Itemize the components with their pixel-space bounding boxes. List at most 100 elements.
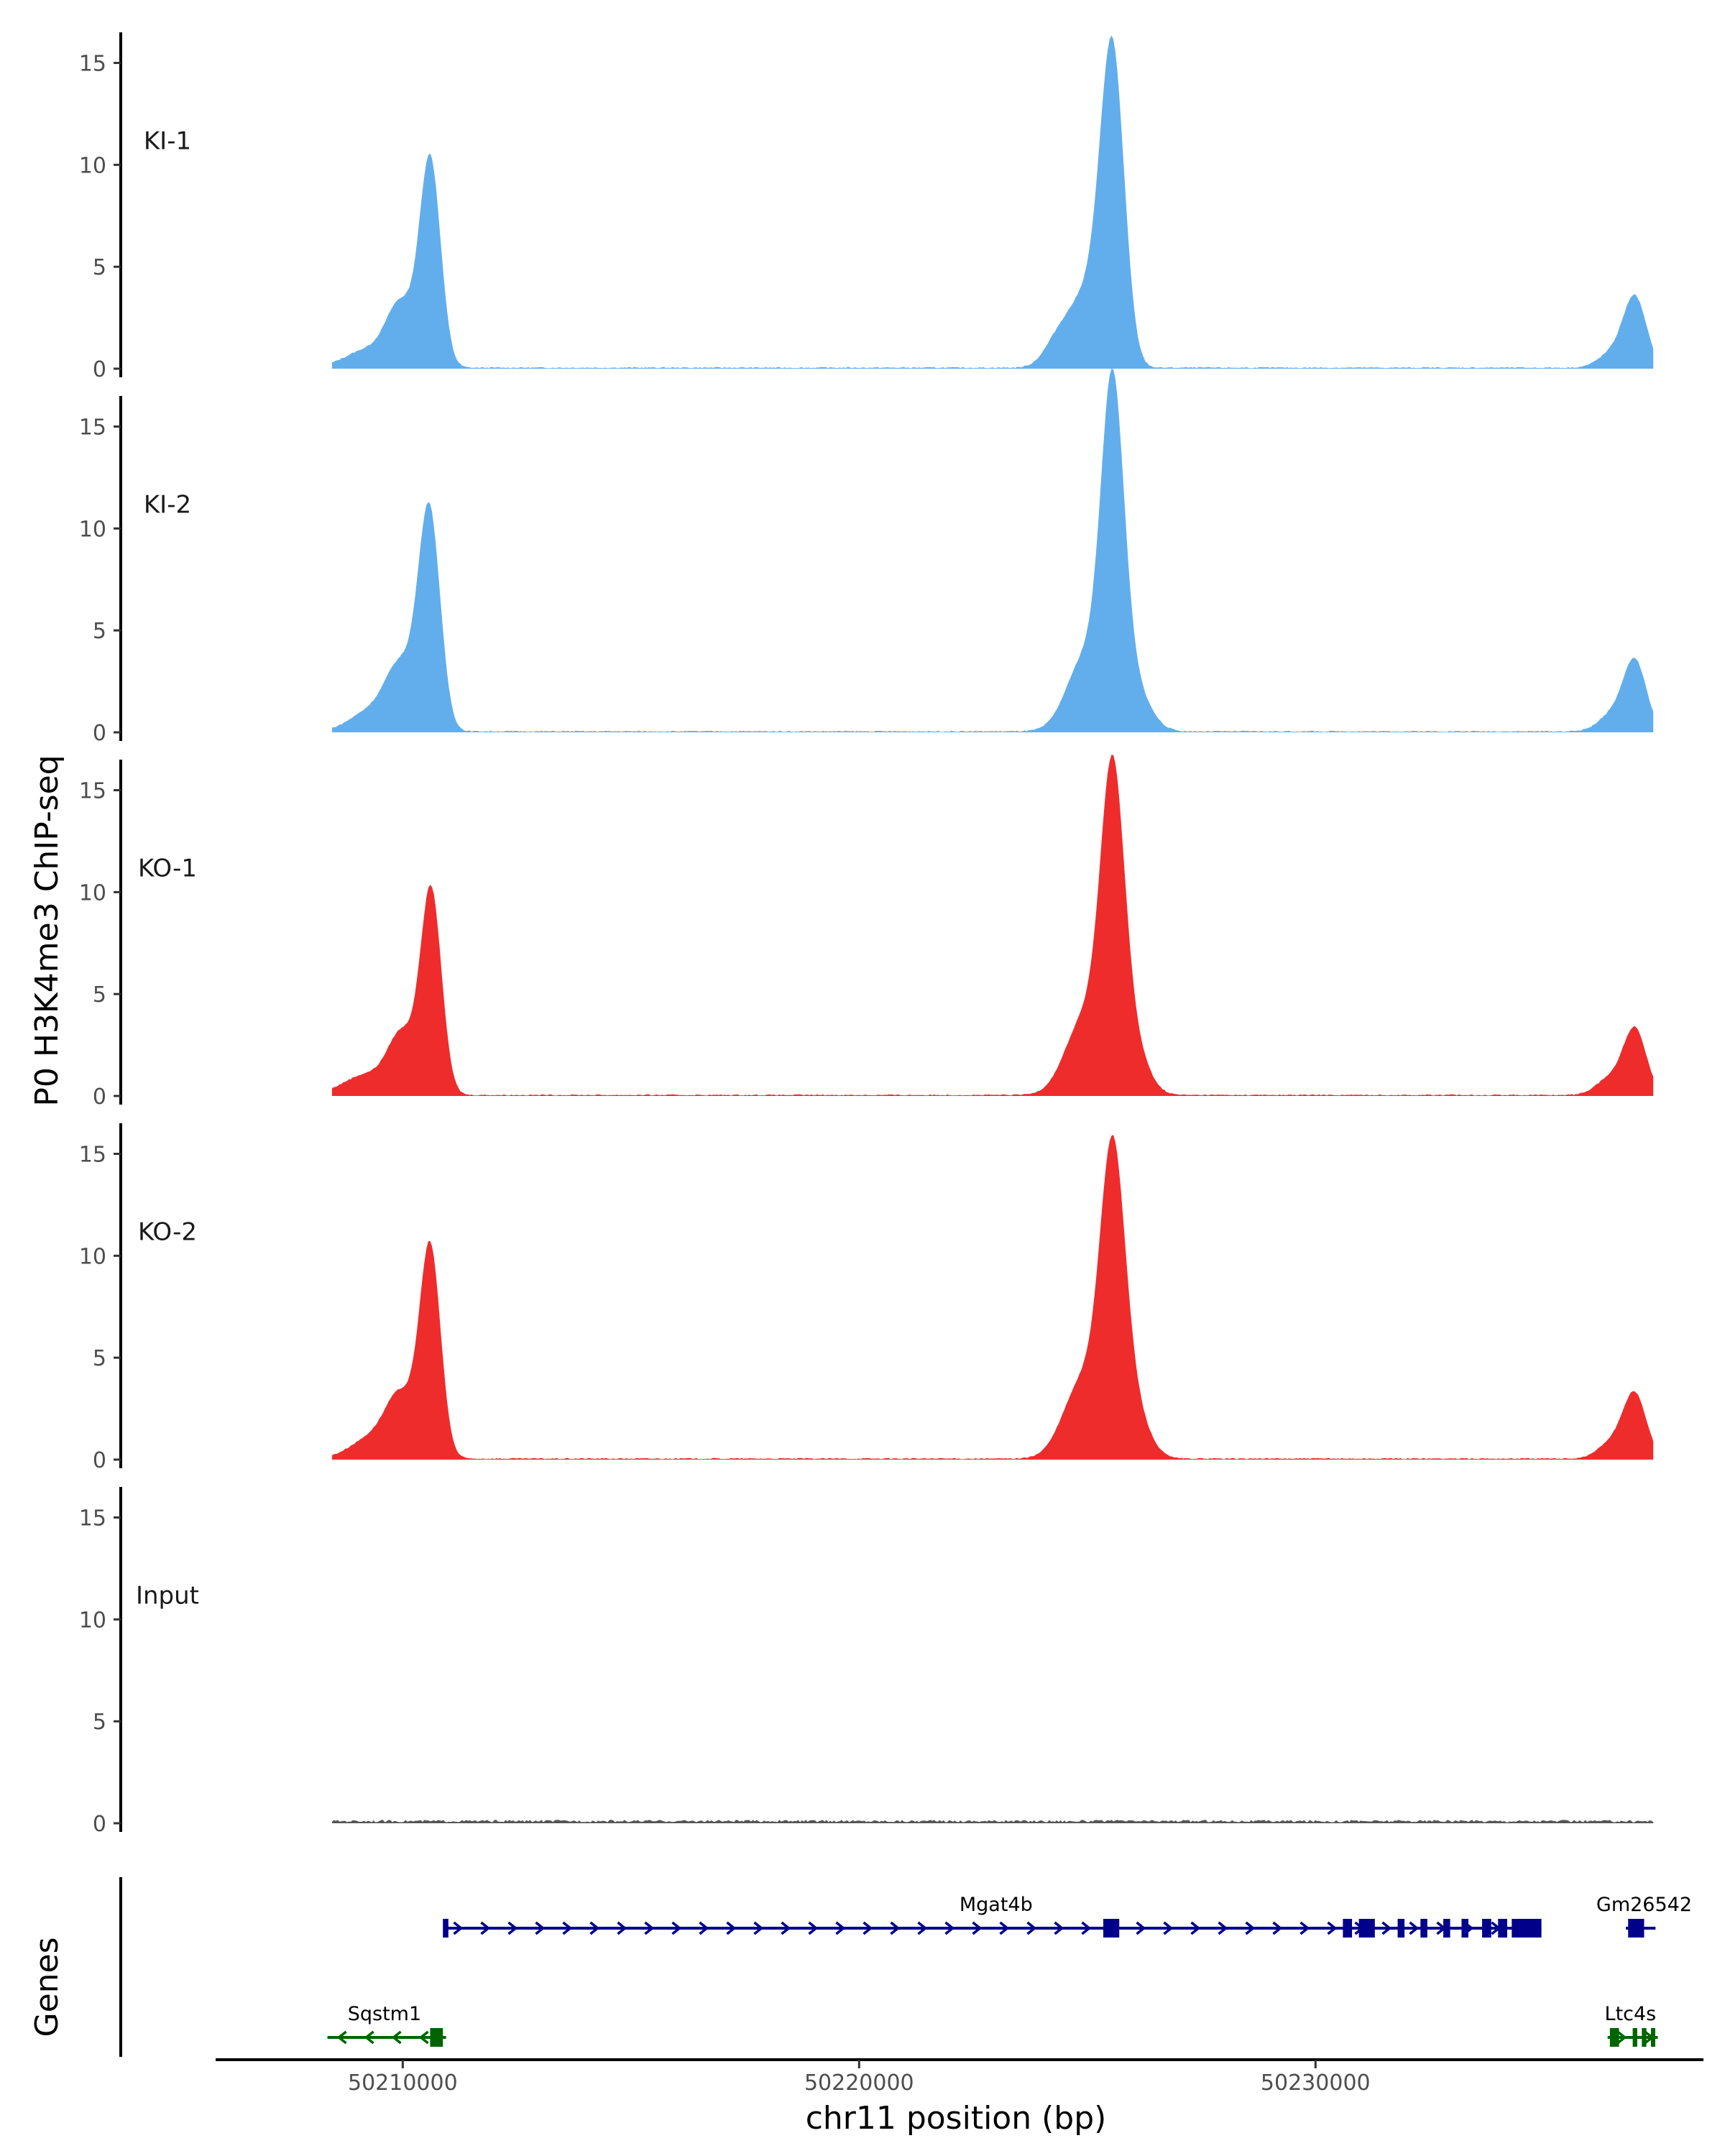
y-tick-label: 10: [79, 880, 106, 906]
signal-area-ki-2: [331, 368, 1654, 732]
strand-arrow: [699, 1921, 709, 1935]
y-axis-title: P0 H3K4me3 ChIP-seq: [29, 755, 65, 1106]
genes-axis-title: Genes: [29, 1937, 65, 2037]
y-tick-label: 0: [93, 357, 106, 382]
exon: [1628, 1919, 1644, 1938]
strand-arrow: [1136, 1921, 1146, 1935]
strand-arrow: [1381, 1921, 1392, 1935]
exon: [443, 1919, 448, 1938]
y-tick-label: 10: [79, 153, 106, 178]
strand-arrow: [1163, 1921, 1174, 1935]
exon: [1103, 1919, 1120, 1938]
track-label: KO-1: [138, 854, 197, 883]
track-ko-1: 0 5 10 15 KO-1: [79, 755, 1654, 1110]
strand-arrow: [1272, 1921, 1283, 1935]
genes-panel: Mgat4b Gm26542 Sqstm1 Ltc4s: [119, 1877, 1692, 2057]
strand-arrow: [336, 2030, 347, 2045]
strand-arrow: [453, 1921, 464, 1935]
gene-label: Gm26542: [1596, 1894, 1692, 1916]
strand-arrow: [671, 1921, 682, 1935]
strand-arrow: [1190, 1921, 1201, 1935]
strand-arrow: [589, 1921, 600, 1935]
strand-arrow: [364, 2030, 374, 2045]
strand-arrow: [617, 1921, 627, 1935]
strand-arrow: [808, 1921, 819, 1935]
y-tick-label: 15: [79, 1506, 106, 1531]
exon: [1461, 1919, 1468, 1938]
strand-arrow: [890, 1921, 901, 1935]
strand-arrow: [1026, 1921, 1037, 1935]
x-tick-label: 50230000: [1261, 2070, 1371, 2096]
strand-arrow: [753, 1921, 764, 1935]
strand-arrow: [1081, 1921, 1092, 1935]
gene-mgat4b: Mgat4b: [443, 1894, 1542, 1938]
y-tick-label: 15: [79, 415, 106, 441]
y-tick-label: 0: [93, 1448, 106, 1473]
gene-ltc4s: Ltc4s: [1605, 2003, 1658, 2047]
exon: [1650, 2028, 1655, 2047]
track-ki-1: 0 5 10 15 KI-1: [79, 32, 1654, 382]
track-label: KO-2: [138, 1218, 197, 1247]
exon: [1609, 2028, 1619, 2047]
track-label: KI-1: [144, 127, 191, 156]
strand-arrow: [1300, 1921, 1310, 1935]
gene-label: Sqstm1: [348, 2003, 421, 2025]
strand-arrow: [1218, 1921, 1228, 1935]
y-tick-label: 15: [79, 52, 106, 77]
exon: [430, 2028, 443, 2047]
strand-arrow: [507, 1921, 518, 1935]
strand-arrow: [862, 1921, 873, 1935]
strand-arrow: [972, 1921, 983, 1935]
exon: [1512, 1919, 1542, 1938]
strand-arrow: [1245, 1921, 1256, 1935]
signal-area-ko-1: [331, 755, 1654, 1096]
exon: [1358, 1919, 1375, 1938]
strand-arrow: [917, 1921, 928, 1935]
gene-gm26542: Gm26542: [1596, 1894, 1692, 1938]
track-label: Input: [136, 1582, 199, 1611]
exon: [1632, 2028, 1637, 2047]
strand-arrow: [726, 1921, 737, 1935]
y-tick-label: 5: [93, 1710, 106, 1735]
x-tick-label: 50220000: [804, 2070, 914, 2096]
exon: [1420, 1919, 1427, 1938]
gene-label: Ltc4s: [1605, 2003, 1657, 2025]
exon: [1443, 1919, 1450, 1938]
exon: [1343, 1919, 1353, 1938]
track-input: 0 5 10 15 Input: [79, 1487, 1654, 1837]
y-tick-label: 0: [93, 721, 106, 746]
strand-arrow: [562, 1921, 573, 1935]
gene-sqstm1: Sqstm1: [327, 2003, 446, 2047]
signal-area-ki-1: [331, 35, 1654, 369]
x-axis: 50210000 50220000 50230000: [216, 2058, 1703, 2096]
signal-area-input: [331, 1820, 1654, 1823]
y-tick-label: 10: [79, 1244, 106, 1269]
y-tick-label: 15: [79, 779, 106, 804]
exon: [1642, 2028, 1647, 2047]
strand-arrow: [944, 1921, 955, 1935]
strand-arrow: [391, 2030, 402, 2045]
y-tick-label: 5: [93, 1346, 106, 1371]
gene-label: Mgat4b: [960, 1894, 1033, 1916]
exon: [1482, 1919, 1491, 1938]
signal-area-ko-2: [331, 1135, 1654, 1460]
strand-arrow: [1616, 2030, 1627, 2045]
y-tick-label: 0: [93, 1812, 106, 1837]
y-tick-label: 10: [79, 1608, 106, 1633]
y-tick-label: 5: [93, 619, 106, 644]
y-tick-label: 5: [93, 982, 106, 1008]
strand-arrow: [1054, 1921, 1064, 1935]
strand-arrow: [1327, 1921, 1338, 1935]
y-tick-label: 10: [79, 517, 106, 542]
x-axis-title: chr11 position (bp): [806, 2100, 1107, 2137]
tracks-layer: 0 5 10 15 KI-1 0 5 10 15 KI-2 0 5 10 15 KO-1 0 5 10 15 KO-2…: [79, 32, 1654, 1837]
track-label: KI-2: [144, 491, 191, 520]
strand-arrow: [1409, 1921, 1420, 1935]
strand-arrow: [418, 2030, 429, 2045]
exon: [1498, 1919, 1507, 1938]
track-ko-2: 0 5 10 15 KO-2: [79, 1123, 1654, 1473]
strand-arrow: [535, 1921, 546, 1935]
track-ki-2: 0 5 10 15 KI-2: [79, 368, 1654, 746]
y-tick-label: 0: [93, 1084, 106, 1110]
